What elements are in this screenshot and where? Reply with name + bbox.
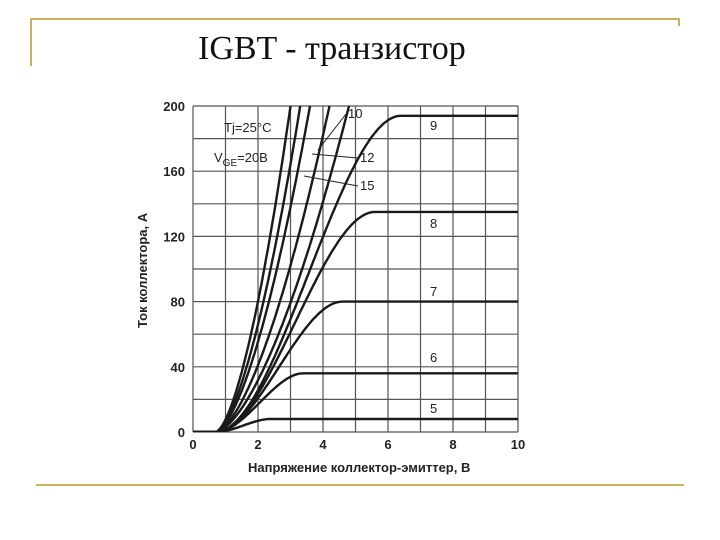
curve-label: 8 [430, 216, 437, 231]
series-line [193, 106, 351, 432]
series-line [193, 106, 302, 432]
slide-frame-top [30, 18, 680, 20]
series-line [193, 106, 292, 432]
curve-label: 15 [360, 178, 374, 193]
curve-label-leader [303, 175, 359, 187]
series-line [193, 114, 518, 432]
curve-label: 7 [430, 284, 437, 299]
y-tick-label: 120 [163, 229, 185, 244]
y-tick-label: 80 [171, 295, 185, 310]
curve-label: 9 [430, 118, 437, 133]
y-tick-label: 0 [178, 425, 185, 440]
curve-label: 12 [360, 150, 374, 165]
y-axis-label: Ток коллектора, А [135, 212, 150, 328]
x-axis-label: Напряжение коллектор-эмиттер, В [248, 460, 470, 475]
series-line [193, 106, 312, 432]
y-tick-label: 160 [163, 164, 185, 179]
x-tick-label: 4 [319, 437, 327, 452]
slide-title: IGBT - транзистор [198, 30, 466, 67]
slide-frame-bottom [36, 484, 684, 486]
x-tick-label: 2 [254, 437, 261, 452]
chart-curve-labels: 5 6 7 8 9 10 12 15 [303, 106, 437, 416]
x-tick-label: 0 [189, 437, 196, 452]
curve-label-leader [311, 153, 359, 159]
gate-voltage-annotation: VGE=20В [214, 150, 268, 169]
series-line [193, 300, 518, 432]
temperature-annotation: Tj=25°C [224, 120, 271, 135]
series-line [193, 106, 331, 432]
y-tick-label: 200 [163, 99, 185, 114]
y-tick-label: 40 [171, 360, 185, 375]
chart-ticks: 0 2 4 6 8 10 0 40 80 120 160 200 [163, 99, 525, 452]
curve-label: 10 [348, 106, 362, 121]
series-line [193, 372, 518, 432]
series-line [193, 417, 518, 432]
x-tick-label: 10 [511, 437, 525, 452]
curve-label-leader [317, 113, 347, 151]
chart-curves [193, 106, 518, 432]
slide-frame-right [678, 18, 680, 26]
x-tick-label: 6 [384, 437, 391, 452]
curve-label: 5 [430, 401, 437, 416]
x-tick-label: 8 [449, 437, 456, 452]
slide-frame-left [30, 18, 32, 66]
curve-label: 6 [430, 350, 437, 365]
